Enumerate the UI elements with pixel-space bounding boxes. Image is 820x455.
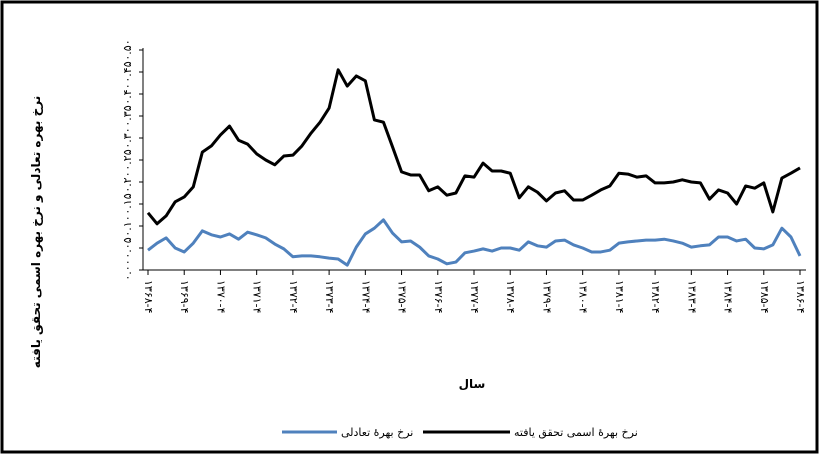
x-tick-label: ۱۳۶۹-۴ <box>178 280 191 314</box>
y-tick-label: ۰.۱۰ <box>121 215 134 236</box>
x-tick-label: ۱۳۷۱-۴ <box>251 280 264 314</box>
series-line <box>147 218 802 267</box>
x-tick-label: ۱۳۷۴-۴ <box>359 280 372 314</box>
y-axis-label: نرخ بهره تعادلی و نرخ بهره اسمی تحقق یاف… <box>29 96 44 368</box>
y-tick-label: ۰.۳۵ <box>121 105 134 126</box>
x-tick-label: ۱۳۸۱-۴ <box>613 280 626 314</box>
x-tick-label: ۱۳۸۰-۴ <box>577 280 590 314</box>
y-tick-label: ۰.۳۰ <box>121 127 134 148</box>
x-tick-label: ۱۳۷۷-۴ <box>468 280 481 314</box>
x-tick-label: ۱۳۸۵-۴ <box>758 280 771 314</box>
x-tick-label: ۱۳۸۴-۴ <box>722 280 735 314</box>
x-tick-label: ۱۳۷۸-۴ <box>504 280 517 314</box>
y-tick-label: ۰.۵۰ <box>121 39 134 60</box>
x-tick-label: ۱۳۷۲-۴ <box>287 280 300 314</box>
x-tick-label: ۱۳۶۸-۴ <box>142 280 155 314</box>
x-tick-label: ۱۳۷۹-۴ <box>540 280 553 314</box>
x-tick-label: ۱۳۸۲-۴ <box>649 280 662 314</box>
y-tick-label: ۰.۰۵ <box>121 237 134 258</box>
x-tick-label: ۱۳۷۶-۴ <box>432 280 445 314</box>
y-tick-label: ۰.۴۰ <box>121 83 134 104</box>
series-line <box>146 68 801 226</box>
y-tick-label: ۰.۴۵ <box>121 61 134 82</box>
y-tick-label: ۰.۰۰ <box>121 259 134 280</box>
x-axis-label: سال <box>459 377 486 391</box>
y-tick-label: ۰.۱۵ <box>121 193 134 214</box>
x-tick-label: ۱۳۸۶-۴ <box>794 280 807 314</box>
y-tick-label: ۰.۲۵ <box>121 149 134 170</box>
x-tick-label: ۱۳۷۳-۴ <box>323 280 336 314</box>
x-tick-label: ۱۳۷۰-۴ <box>214 280 227 314</box>
legend-label: نرخ بهرهٔ اسمی تحقق یافته <box>514 426 638 440</box>
legend-label: نرخ بهرهٔ تعادلی <box>341 426 413 439</box>
x-tick-label: ۱۳۸۳-۴ <box>685 280 698 314</box>
x-tick-label: ۱۳۷۵-۴ <box>396 280 409 314</box>
y-tick-label: ۰.۲۰ <box>121 171 134 192</box>
